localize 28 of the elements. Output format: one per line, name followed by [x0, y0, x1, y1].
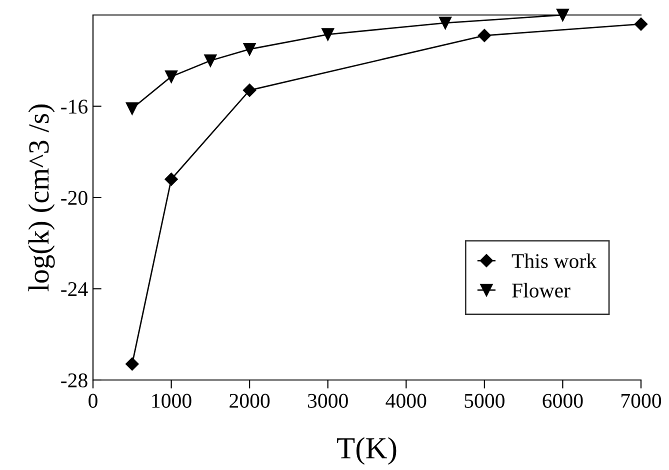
point: [242, 84, 256, 97]
x-tick-label: 2000: [230, 394, 270, 408]
y-tick-label: -24: [61, 282, 88, 296]
x-tick-label: 1000: [152, 394, 192, 408]
x-tick-label: 7000: [622, 394, 662, 408]
x-tick-label: 5000: [464, 394, 504, 408]
x-axis-title: T(K): [337, 437, 396, 465]
x-tick-label: 6000: [542, 394, 583, 408]
point: [478, 28, 492, 42]
y-axis-title: log(k) (cm^3 /s): [28, 104, 55, 292]
point: [204, 54, 217, 67]
legend-label: Flower: [512, 282, 570, 298]
x-tick-label: 0: [88, 394, 98, 408]
y-tick-label: -28: [61, 373, 88, 388]
point: [556, 8, 569, 22]
point: [322, 28, 334, 41]
point: [164, 172, 178, 186]
x-tick-label: 4000: [386, 394, 426, 408]
x-tick-label: 3000: [308, 394, 348, 408]
legend-label: This work: [512, 253, 597, 268]
y-tick-label: -20: [61, 190, 88, 205]
point: [165, 70, 178, 83]
point: [634, 18, 648, 31]
point: [243, 42, 256, 56]
point: [439, 16, 452, 30]
point: [126, 357, 139, 371]
y-tick-label: -16: [61, 100, 88, 114]
point: [126, 102, 138, 115]
